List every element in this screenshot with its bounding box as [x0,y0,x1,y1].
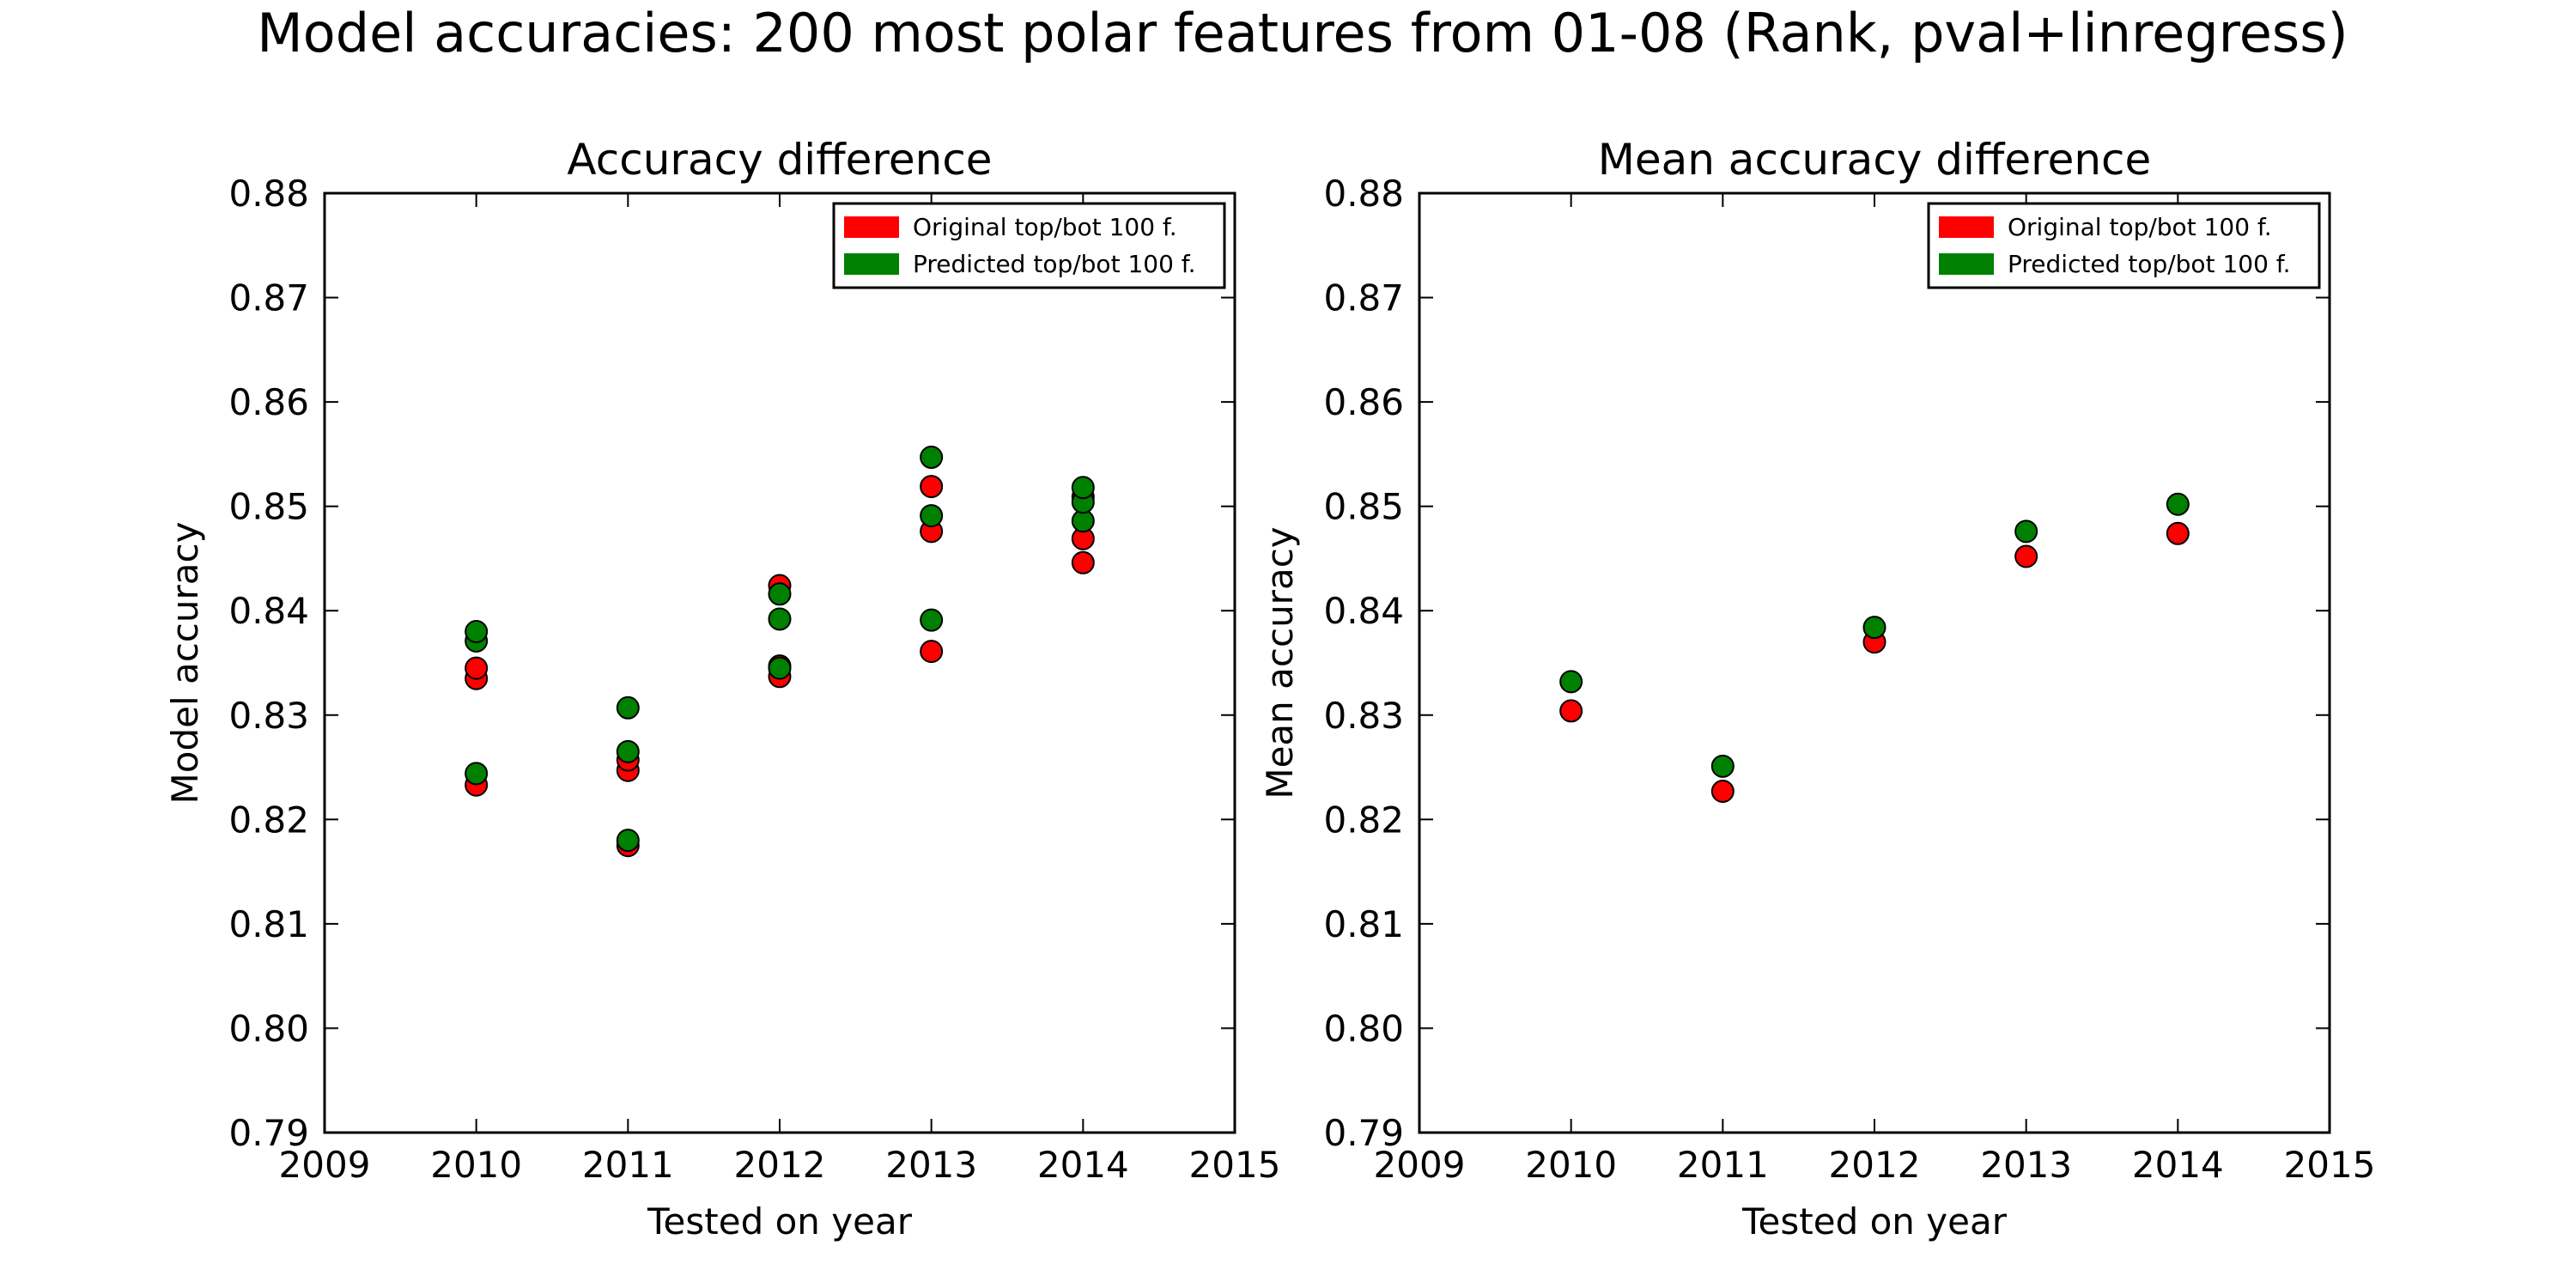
y-tick-label: 0.79 [228,1112,309,1154]
y-tick-label: 0.83 [228,695,309,737]
data-point [616,696,640,720]
data-point [1559,699,1583,723]
y-tick-label: 0.80 [1323,1007,1404,1049]
x-tick-label: 2010 [430,1144,522,1186]
data-point [768,582,792,606]
y-tick-label: 0.81 [228,903,309,945]
y-axis-label: Model accuracy [164,522,206,805]
x-tick-label: 2014 [1037,1144,1129,1186]
plot-frame [323,191,1236,1134]
y-tick-label: 0.86 [1323,381,1404,423]
data-point [1071,476,1095,500]
y-tick-label: 0.87 [1323,277,1404,319]
y-tick-label: 0.88 [1323,173,1404,215]
figure-title: Model accuracies: 200 most polar feature… [257,2,2348,64]
y-tick-label: 0.82 [1323,799,1404,841]
x-tick-label: 2013 [1980,1144,2072,1186]
data-point [768,656,792,680]
x-axis-label: Tested on year [1741,1200,2008,1242]
chart-title: Accuracy difference [567,135,992,185]
y-tick-label: 0.83 [1323,695,1404,737]
y-tick-label: 0.85 [1323,486,1404,528]
data-point [920,446,944,470]
legend-swatch [1939,216,1994,238]
x-tick-label: 2010 [1525,1144,1617,1186]
series-1 [1559,492,2190,778]
y-tick-label: 0.86 [228,381,309,423]
legend-entry-label: Original top/bot 100 f. [913,213,1177,241]
x-tick-label: 2011 [1677,1144,1769,1186]
legend-entry-label: Original top/bot 100 f. [2008,213,2272,241]
data-point [1862,616,1886,640]
data-point [1710,780,1735,804]
data-point [920,504,944,528]
data-point [2166,492,2190,516]
y-tick-label: 0.82 [228,799,309,841]
data-point [1071,550,1095,574]
data-point [2014,544,2038,568]
series-1 [465,446,1095,853]
data-point [616,829,640,853]
x-tick-label: 2014 [2132,1144,2224,1186]
y-tick-label: 0.84 [1323,590,1404,632]
legend: Original top/bot 100 f. Predicted top/bot… [1927,202,2321,289]
data-point [2166,521,2190,545]
legend: Original top/bot 100 f. Predicted top/bot… [832,202,1226,289]
data-point [920,608,944,632]
x-tick-label: 2013 [885,1144,977,1186]
legend-swatch [1939,253,1994,275]
y-tick-label: 0.87 [228,277,309,319]
data-point [2014,519,2038,544]
data-point [465,762,489,786]
legend-swatch [844,216,899,238]
plot-frame [1418,191,2331,1134]
y-tick-label: 0.88 [228,173,309,215]
y-tick-label: 0.84 [228,590,309,632]
accuracy-difference-chart: Accuracy difference 2009 2010 2011 2012 2013 2… [164,135,1280,1242]
data-point [465,620,489,644]
chart-title: Mean accuracy difference [1598,135,2152,185]
legend-swatch [844,253,899,275]
x-tick-label: 2009 [279,1144,371,1186]
x-tick-label: 2011 [582,1144,674,1186]
x-tick-label: 2009 [1374,1144,1466,1186]
data-point [920,640,944,664]
data-point [465,656,489,680]
y-axis-label: Mean accuracy [1259,526,1301,799]
y-tick-label: 0.81 [1323,903,1404,945]
data-point [768,607,792,631]
y-tick-label: 0.80 [228,1007,309,1049]
mean-accuracy-difference-chart: Mean accuracy difference 2009 2010 2011 2012… [1259,135,2375,1242]
x-axis-label: Tested on year [647,1200,913,1242]
legend-entry-label: Predicted top/bot 100 f. [913,250,1196,278]
x-tick-label: 2015 [1189,1144,1281,1186]
data-point [1559,670,1583,694]
data-point [616,739,640,763]
data-point [920,475,944,499]
data-point [1710,754,1735,778]
x-tick-label: 2015 [2284,1144,2376,1186]
x-tick-label: 2012 [1829,1144,1921,1186]
y-tick-label: 0.79 [1323,1112,1404,1154]
x-tick-label: 2012 [734,1144,826,1186]
y-tick-label: 0.85 [228,486,309,528]
legend-entry-label: Predicted top/bot 100 f. [2008,250,2291,278]
